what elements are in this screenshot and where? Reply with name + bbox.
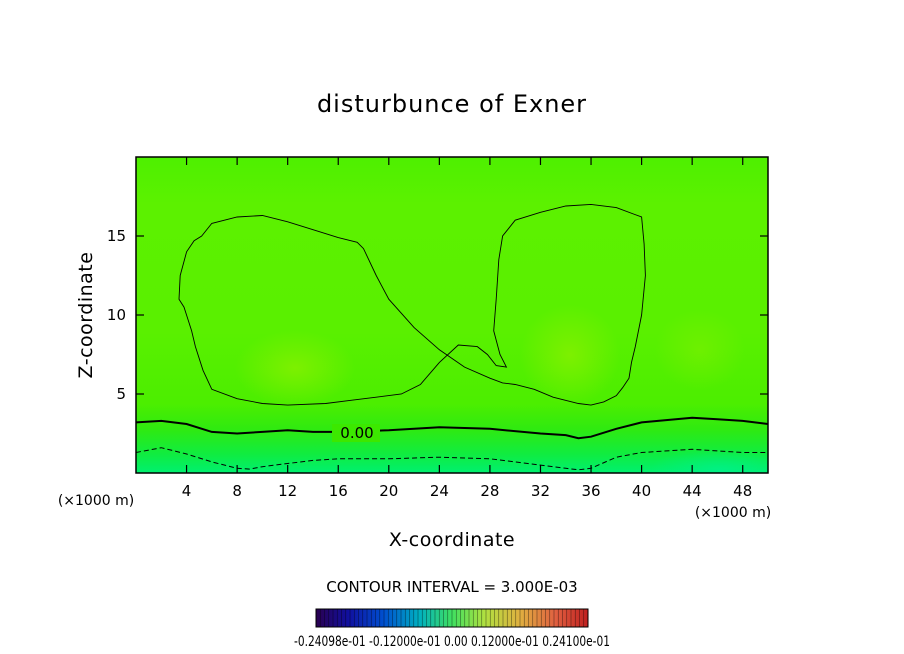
field-background	[136, 157, 768, 473]
x-tick-label: 16	[329, 482, 348, 500]
warm-region	[655, 310, 745, 390]
colorbar-labels: -0.24098e-01 -0.12000e-01 0.00 0.12000e-…	[294, 634, 610, 650]
x-tick-label: 24	[430, 482, 449, 500]
y-tick-label: 10	[107, 306, 126, 324]
y-axis-label: Z-coordinate	[75, 252, 97, 379]
y-tick-label: 5	[116, 385, 126, 403]
y-tick-label: 15	[107, 227, 126, 245]
chart-title: disturbunce of Exner	[317, 90, 587, 118]
colorbar: -0.24098e-01 -0.12000e-01 0.00 0.12000e-…	[294, 609, 610, 650]
x-tick-label: 48	[733, 482, 752, 500]
cool-region	[650, 448, 790, 492]
warm-region	[235, 330, 355, 406]
x-tick-label: 36	[581, 482, 600, 500]
x-tick-label: 32	[531, 482, 550, 500]
x-tick-label: 44	[683, 482, 702, 500]
x-tick-label: 20	[379, 482, 398, 500]
x-unit-left: (×1000 m)	[58, 493, 134, 509]
contour-interval-note: CONTOUR INTERVAL = 3.000E-03	[326, 578, 577, 596]
x-tick-label: 28	[480, 482, 499, 500]
zero-contour-label: 0.00	[340, 424, 373, 442]
x-tick-label: 12	[278, 482, 297, 500]
x-unit-right: (×1000 m)	[695, 505, 771, 521]
x-tick-label: 8	[232, 482, 242, 500]
x-tick-label: 40	[632, 482, 651, 500]
plot-area: 0.00	[136, 157, 790, 492]
x-tick-label: 4	[182, 482, 192, 500]
x-axis-label: X-coordinate	[389, 529, 515, 551]
